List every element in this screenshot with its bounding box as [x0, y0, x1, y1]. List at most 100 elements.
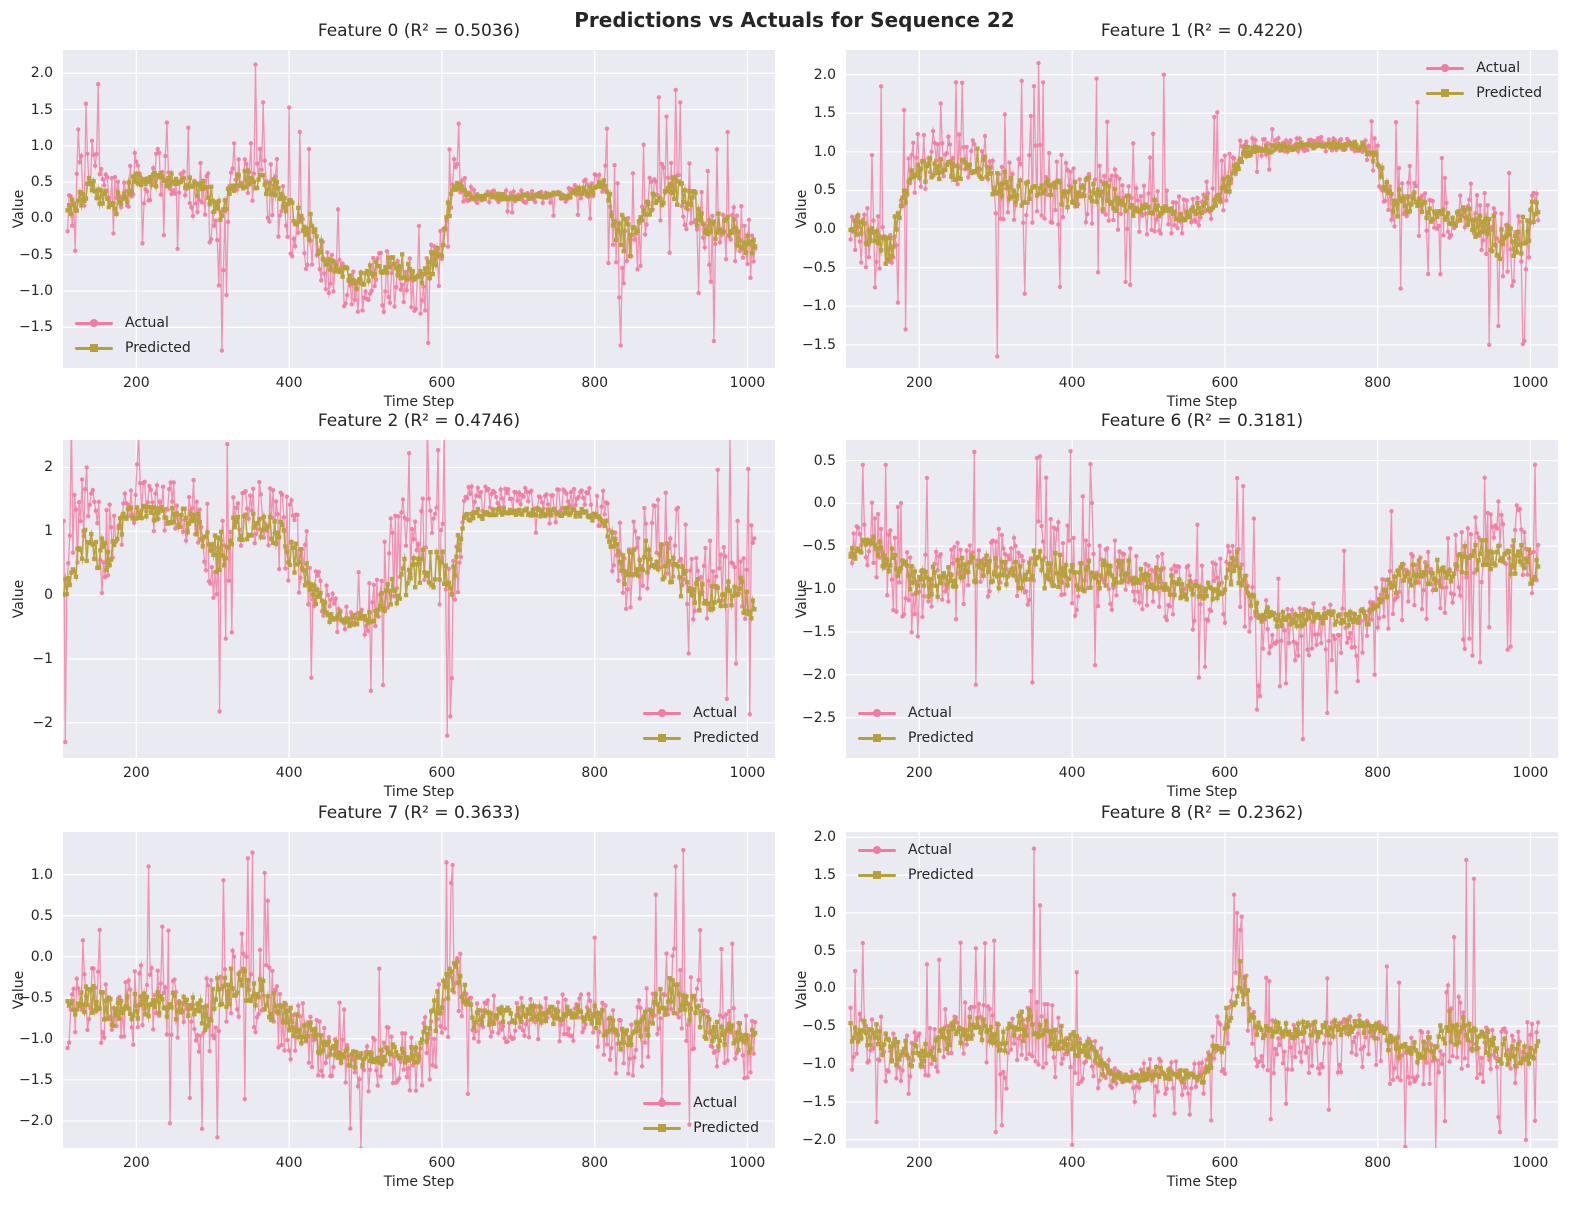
legend: Actual Predicted	[858, 839, 974, 886]
y-tick-label: −2.5	[802, 709, 836, 726]
predicted-swatch	[643, 732, 682, 744]
y-tick-label: 2	[44, 459, 53, 476]
subplot-feature-0: Feature 0 (R² = 0.5036) Value Actual Pred…	[11, 21, 775, 410]
legend-label: Predicted	[693, 730, 759, 746]
plot-area: Actual Predicted	[63, 832, 775, 1148]
actual-swatch	[643, 1097, 682, 1109]
legend-item-predicted: Predicted	[858, 864, 974, 886]
y-tick-label: −0.5	[19, 989, 53, 1006]
y-tick-label: 2.0	[30, 65, 53, 82]
subplot-title: Feature 2 (R² = 0.4746)	[317, 411, 521, 431]
x-axis-label: Time Step	[383, 1174, 455, 1190]
y-tick-label: −0.5	[19, 246, 53, 263]
legend-label: Predicted	[908, 867, 974, 883]
predicted-swatch	[1426, 87, 1465, 99]
chart-canvas-feature-0	[63, 50, 775, 368]
x-tick-label: 800	[1364, 375, 1392, 391]
y-tick-label: −2.0	[802, 666, 836, 683]
y-tick-label: 0.5	[30, 174, 53, 191]
subplot-feature-8: Feature 8 (R² = 0.2362) Value Actual Pred…	[794, 803, 1558, 1190]
x-tick-label: 800	[581, 1155, 609, 1171]
actual-swatch	[858, 844, 896, 856]
chart-canvas-feature-7	[63, 832, 775, 1148]
subplot-title: Feature 7 (R² = 0.3633)	[317, 803, 521, 823]
y-tick-label: 0.5	[813, 182, 836, 199]
x-tick-label: 600	[428, 375, 456, 391]
y-tick-label: 0.0	[30, 210, 53, 227]
legend-item-actual: Actual	[643, 1092, 759, 1114]
x-tick-label: 600	[1211, 1155, 1239, 1171]
y-tick-label: −0.5	[802, 1018, 836, 1035]
plot-area: Actual Predicted	[846, 50, 1558, 368]
x-tick-label: 800	[1364, 1155, 1392, 1171]
y-tick-label: 1.0	[30, 137, 53, 154]
y-tick-label: −1.5	[19, 1071, 53, 1088]
y-tick-label: −1.0	[802, 581, 836, 598]
y-tick-label: −2.0	[19, 1112, 53, 1129]
figure-title: Predictions vs Actuals for Sequence 22	[574, 8, 1015, 32]
actual-swatch	[1426, 62, 1465, 74]
y-tick-label: 1.5	[813, 105, 836, 122]
y-tick-label: 0	[44, 587, 53, 604]
x-tick-label: 1000	[1512, 1155, 1549, 1171]
legend-item-actual: Actual	[1426, 57, 1542, 79]
y-tick-label: −1.0	[19, 1030, 53, 1047]
x-axis-label: Time Step	[383, 394, 455, 410]
plot-area: Actual Predicted	[63, 440, 775, 758]
actual-marker-icon	[873, 709, 881, 717]
x-tick-label: 400	[275, 1155, 303, 1171]
subplot-title: Feature 0 (R² = 0.5036)	[317, 21, 521, 41]
y-tick-label: 1.0	[813, 904, 836, 921]
x-tick-label: 200	[905, 375, 933, 391]
legend-label: Actual	[693, 1095, 738, 1111]
predicted-swatch	[75, 342, 113, 354]
actual-swatch	[75, 317, 113, 329]
actual-marker-icon	[658, 1099, 667, 1107]
predicted-swatch	[643, 1122, 682, 1134]
y-tick-label: 0.5	[30, 907, 53, 924]
actual-marker-icon	[1441, 64, 1450, 72]
legend-label: Actual	[125, 315, 169, 331]
x-tick-label: 1000	[729, 765, 766, 781]
y-tick-label: 0.0	[30, 948, 53, 965]
legend-label: Predicted	[908, 730, 974, 746]
y-tick-label: 0.5	[813, 942, 836, 959]
y-tick-label: −2	[32, 714, 53, 731]
actual-marker-icon	[90, 319, 98, 327]
y-tick-label: −1.0	[19, 283, 53, 300]
x-tick-label: 200	[905, 1155, 933, 1171]
y-tick-label: −0.5	[802, 538, 836, 555]
y-tick-label: 0.5	[813, 452, 836, 469]
legend: Actual Predicted	[643, 702, 759, 749]
x-tick-label: 200	[122, 375, 150, 391]
y-tick-label: 1	[44, 523, 53, 540]
y-tick-label: 1.5	[30, 101, 53, 118]
x-tick-label: 600	[428, 1155, 456, 1171]
x-tick-label: 800	[1364, 765, 1392, 781]
actual-marker-icon	[873, 846, 881, 854]
legend-label: Actual	[908, 842, 952, 858]
legend: Actual Predicted	[75, 312, 191, 359]
y-tick-label: 2.0	[813, 66, 836, 83]
subplot-feature-7: Feature 7 (R² = 0.3633) Value Actual Pred…	[11, 803, 775, 1190]
predicted-marker-icon	[873, 734, 881, 742]
plot-area: Actual Predicted	[63, 50, 775, 368]
x-tick-label: 400	[275, 765, 303, 781]
predicted-marker-icon	[1441, 89, 1450, 97]
x-tick-label: 400	[1058, 375, 1086, 391]
legend: Actual Predicted	[858, 702, 974, 749]
y-tick-label: 2.0	[813, 829, 836, 846]
x-axis-label: Time Step	[1166, 1174, 1238, 1190]
legend-item-actual: Actual	[643, 702, 759, 724]
chart-canvas-feature-8	[846, 832, 1558, 1148]
predicted-marker-icon	[873, 871, 881, 879]
actual-marker-icon	[658, 709, 667, 717]
y-tick-label: −1.5	[802, 336, 836, 353]
legend-label: Predicted	[1476, 85, 1542, 101]
y-tick-label: −0.5	[802, 259, 836, 276]
subplot-feature-6: Feature 6 (R² = 0.3181) Value Actual Pred…	[794, 411, 1558, 800]
y-tick-label: 1.5	[813, 867, 836, 884]
legend-label: Predicted	[125, 340, 191, 356]
y-tick-label: −1	[32, 651, 53, 668]
